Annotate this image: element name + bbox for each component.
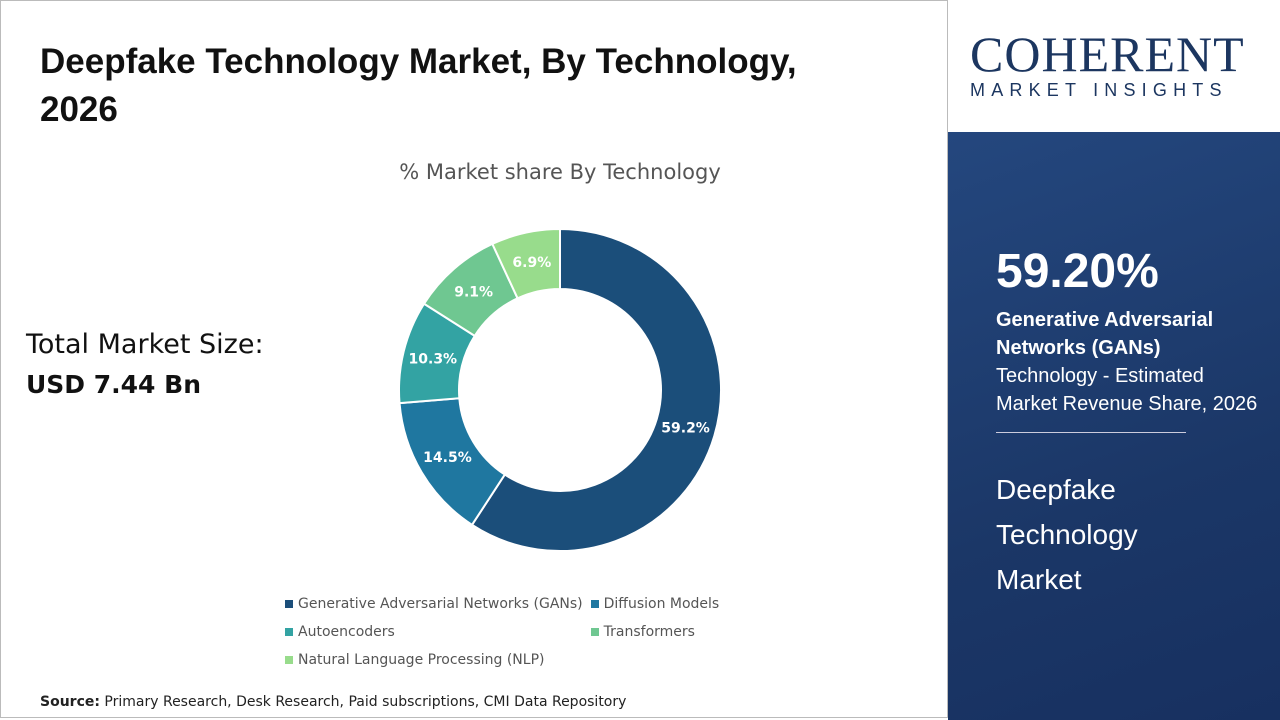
divider [996, 432, 1186, 433]
logo-subtext: MARKET INSIGHTS [970, 80, 1228, 100]
donut-slice [491, 227, 561, 300]
page-title: Deepfake Technology Market, By Technolog… [40, 42, 797, 129]
logo: COHERENT MARKET INSIGHTS [948, 0, 1280, 132]
total-market-size: Total Market Size: USD 7.44 Bn [26, 325, 264, 405]
legend-swatch [590, 628, 599, 636]
donut-chart: 59.2% 14.5% 10.3% 9.1% 6.9% [398, 227, 722, 552]
data-label: 9.1% [454, 284, 493, 300]
data-label: 59.2% [661, 420, 710, 436]
data-label: 10.3% [409, 352, 458, 368]
legend-swatch [285, 656, 293, 664]
highlight-description: Technology - Estimated Market Revenue Sh… [996, 365, 1258, 415]
legend-swatch [285, 628, 293, 636]
chart-frame [0, 0, 948, 718]
highlight-panel: 59.20% Generative Adversarial Networks (… [948, 132, 1280, 720]
total-label: Total Market Size: [26, 329, 264, 360]
legend-swatch [590, 600, 599, 608]
highlight-percent: 59.20% [996, 245, 1159, 298]
header: Deepfake Technology Market, By Technolog… [40, 38, 940, 134]
legend-swatch [285, 600, 293, 608]
highlight-segment: Generative Adversarial Networks (GANs) [996, 309, 1214, 359]
source-note: Source: Primary Research, Desk Research,… [40, 694, 626, 710]
legend-label: Transformers [603, 624, 695, 640]
donut-slice [470, 227, 722, 552]
market-name: Deepfake Technology Market [996, 474, 1138, 595]
data-label: 14.5% [423, 450, 472, 466]
legend-item: Autoencoders [285, 623, 583, 641]
data-label: 6.9% [512, 255, 551, 271]
highlight-content: 59.20% Generative Adversarial Networks (… [996, 244, 1266, 602]
legend-item: Diffusion Models [590, 595, 720, 613]
legend-label: Diffusion Models [603, 596, 720, 612]
logo-text: COHERENT [970, 26, 1245, 82]
total-value: USD 7.44 Bn [26, 370, 201, 399]
legend-item: Generative Adversarial Networks (GANs) [285, 595, 583, 613]
legend: Generative Adversarial Networks (GANs) Di… [285, 595, 719, 669]
source-text: Primary Research, Desk Research, Paid su… [99, 694, 627, 710]
chart-title: % Market share By Technology [399, 160, 721, 184]
legend-item: Natural Language Processing (NLP) [285, 651, 583, 669]
legend-label: Autoencoders [298, 624, 395, 640]
source-label: Source: [40, 694, 100, 710]
legend-label: Generative Adversarial Networks (GANs) [298, 596, 583, 612]
legend-label: Natural Language Processing (NLP) [298, 652, 545, 668]
legend-item: Transformers [590, 623, 720, 641]
